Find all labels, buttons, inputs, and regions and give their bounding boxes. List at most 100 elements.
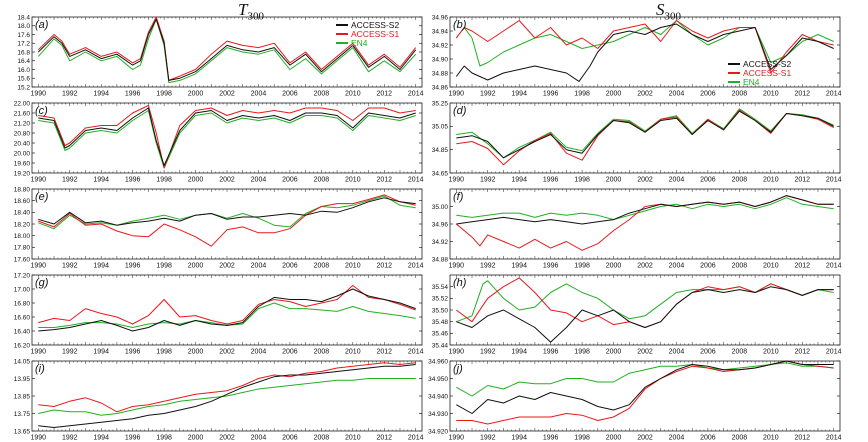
series-line-access-s2: [456, 360, 834, 414]
x-tick-label: 1996: [543, 91, 559, 98]
y-tick-label: 34.96: [432, 221, 449, 228]
y-tick-label: 34.96: [432, 14, 449, 21]
x-tick-label: 2002: [637, 349, 653, 356]
panel-label: (d): [453, 105, 467, 117]
panel-e: 17.60 17.80 18.00 18.20 18.40 18.60 18.80 1990 1…: [14, 186, 424, 269]
y-tick-label: 13.65: [14, 428, 31, 435]
y-tick-label: 15.6: [17, 76, 30, 83]
y-tick-label: 34.92: [432, 42, 449, 49]
y-tick-label: 13.95: [14, 376, 31, 383]
x-tick-label: 1992: [480, 435, 496, 442]
y-tick-label: 34.94: [432, 28, 449, 35]
x-tick-label: 2006: [282, 263, 298, 270]
series-line-access-s1: [456, 109, 834, 166]
x-tick-label: 2010: [763, 177, 779, 184]
panel-g: 16.20 16.40 16.60 16.80 17.00 17.20 1990 1992 19…: [14, 272, 424, 355]
x-tick-label: 1996: [543, 349, 559, 356]
series-line-access-s1: [38, 362, 416, 413]
x-tick-label: 1998: [574, 349, 590, 356]
x-tick-label: 2010: [763, 349, 779, 356]
panel-label: (f): [453, 191, 464, 203]
series-line-access-s2: [37, 18, 417, 81]
y-tick-label: 34.92: [432, 239, 449, 246]
legend-label: ACCESS-S2: [743, 59, 791, 69]
y-tick-label: 34.940: [428, 393, 448, 400]
y-tick-label: 18.4: [17, 14, 30, 21]
series-line-access-s2: [38, 107, 416, 166]
plot-frame: [449, 274, 841, 346]
y-tick-label: 35.50: [432, 307, 449, 314]
x-tick-label: 2006: [700, 177, 716, 184]
y-tick-label: 35.25: [432, 100, 449, 107]
x-tick-label: 2000: [606, 263, 622, 270]
y-tick-label: 20.40: [14, 140, 31, 147]
x-tick-label: 1994: [511, 263, 527, 270]
x-tick-label: 1992: [62, 177, 78, 184]
x-tick-label: 1996: [125, 177, 141, 184]
x-tick-label: 2002: [219, 91, 235, 98]
plot-frame: [449, 360, 841, 432]
x-tick-label: 2000: [606, 177, 622, 184]
x-tick-label: 2002: [219, 177, 235, 184]
panel-label: (a): [35, 19, 49, 31]
x-tick-label: 2002: [637, 263, 653, 270]
y-tick-label: 21.20: [14, 120, 31, 127]
x-tick-label: 1998: [156, 349, 172, 356]
x-tick-label: 2002: [219, 349, 235, 356]
x-tick-label: 2008: [314, 435, 330, 442]
y-tick-label: 20.80: [14, 130, 31, 137]
y-tick-label: 22.00: [14, 100, 31, 107]
x-tick-label: 2004: [669, 435, 685, 442]
series-line-access-s1: [456, 277, 834, 328]
series-line-access-s2: [456, 195, 834, 225]
series-line-access-s2: [455, 23, 834, 82]
y-tick-label: 18.80: [14, 186, 31, 193]
legend-label: ACCESS-S1: [351, 29, 399, 39]
x-tick-label: 1996: [543, 263, 559, 270]
x-tick-label: 2002: [219, 263, 235, 270]
y-tick-label: 16.60: [14, 314, 31, 321]
y-tick-label: 35.54: [432, 284, 449, 291]
x-tick-label: 2012: [376, 263, 392, 270]
panel-label: (e): [35, 191, 49, 203]
x-tick-label: 2004: [251, 435, 267, 442]
panel-h: 35.44 35.46 35.48 35.50 35.52 35.54 1990 1992 19…: [432, 274, 842, 356]
x-tick-label: 1992: [62, 263, 78, 270]
y-tick-label: 34.90: [432, 56, 449, 63]
x-tick-label: 1998: [156, 263, 172, 270]
x-tick-label: 2002: [637, 91, 653, 98]
x-tick-label: 1994: [511, 435, 527, 442]
x-tick-label: 2012: [794, 177, 810, 184]
y-tick-label: 16.8: [17, 49, 30, 56]
x-tick-label: 1992: [62, 435, 78, 442]
y-tick-label: 20.00: [14, 150, 31, 157]
x-tick-label: 1998: [574, 177, 590, 184]
x-tick-label: 1990: [31, 435, 47, 442]
x-tick-label: 2012: [376, 177, 392, 184]
x-tick-label: 2000: [606, 349, 622, 356]
x-tick-label: 2008: [314, 177, 330, 184]
x-tick-label: 2012: [794, 349, 810, 356]
x-tick-label: 2002: [637, 435, 653, 442]
y-tick-label: 19.60: [14, 160, 31, 167]
x-tick-label: 2006: [700, 435, 716, 442]
series-line-access-s1: [456, 360, 834, 425]
series-line-en4: [38, 378, 416, 416]
y-tick-label: 18.0: [17, 23, 30, 30]
x-tick-label: 2014: [826, 349, 842, 356]
panel-label: (g): [35, 277, 49, 289]
x-tick-label: 2010: [345, 91, 361, 98]
x-tick-label: 2000: [188, 91, 204, 98]
series-line-en4: [456, 197, 834, 221]
y-tick-label: 34.960: [428, 358, 448, 365]
y-tick-label: 17.00: [14, 286, 31, 293]
series-line-access-s2: [456, 286, 834, 343]
x-tick-label: 1996: [125, 435, 141, 442]
x-tick-label: 2014: [408, 177, 424, 184]
x-tick-label: 2000: [606, 435, 622, 442]
x-tick-label: 2010: [763, 263, 779, 270]
x-tick-label: 1990: [449, 263, 465, 270]
x-tick-label: 2014: [408, 435, 424, 442]
x-tick-label: 2014: [826, 177, 842, 184]
